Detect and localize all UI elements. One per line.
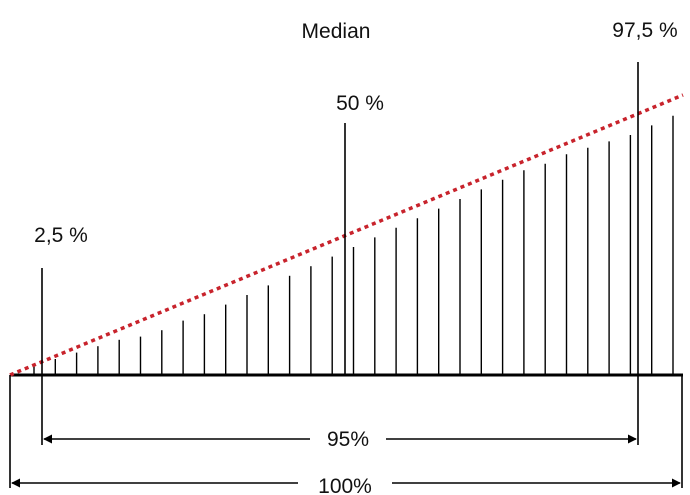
percentile-2-5-label: 2,5 % — [34, 224, 88, 247]
percentile-50-label: 50 % — [336, 92, 384, 115]
distribution-bars — [33, 115, 674, 375]
trend-line — [9, 93, 684, 377]
median-label: Median — [302, 20, 371, 43]
span-100-label: 100% — [318, 475, 372, 495]
percentile-97-5-label: 97,5 % — [612, 19, 677, 42]
span-95-label: 95% — [327, 428, 369, 451]
